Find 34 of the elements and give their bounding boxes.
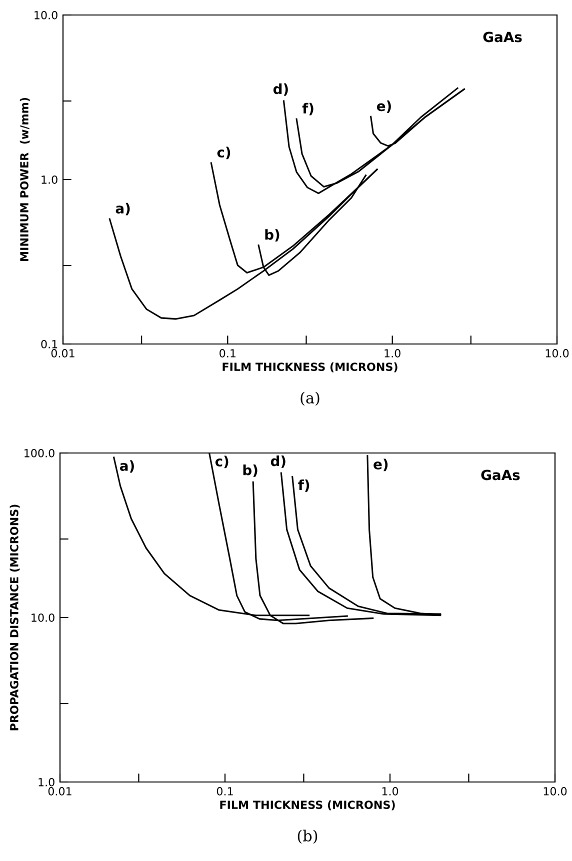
series-label: e)	[376, 100, 391, 113]
x-axis-title: FILM THICKNESS (MICRONS)	[220, 800, 395, 810]
series-label: a)	[116, 202, 130, 216]
x-tick-label: 0.01	[48, 787, 72, 796]
series-label: a)	[120, 460, 134, 473]
y-axis-title: MINIMUM POWER (w/mm)	[20, 98, 30, 261]
series-label: c)	[217, 146, 230, 160]
y-tick-label: 0.1	[41, 340, 58, 348]
series-label: e)	[374, 458, 388, 472]
text: (b)	[298, 830, 318, 844]
y-tick-label: 1.0	[42, 175, 58, 184]
series-label: f)	[302, 102, 314, 116]
x-tick-label: 1.0	[384, 349, 400, 358]
series-label: f)	[298, 479, 310, 492]
x-tick-label: 0.1	[220, 349, 236, 358]
y-tick-label: 10.0	[34, 10, 58, 20]
annotation: GaAs	[483, 32, 522, 42]
x-tick-label: 0.1	[216, 787, 233, 796]
annotation: GaAs	[481, 470, 520, 480]
x-tick-label: 1.0	[382, 787, 398, 796]
x-tick-label: 10.0	[544, 787, 567, 796]
y-tick-label: 10.0	[32, 613, 54, 622]
y-tick-label: 1.0	[38, 778, 54, 786]
x-tick-label: 10.0	[546, 349, 569, 358]
y-tick-label: 100.0	[24, 448, 54, 458]
series-label: d)	[273, 83, 288, 96]
text: (a)	[300, 392, 320, 406]
y-axis-title: PROPAGATION DISTANCE (MICRONS)	[10, 504, 20, 730]
series-label: b)	[243, 464, 258, 477]
series-label: c)	[215, 456, 228, 468]
x-tick-label: 0.01	[51, 349, 74, 358]
series-label: d)	[270, 455, 286, 468]
series-label: b)	[265, 229, 280, 242]
x-axis-title: FILM THICKNESS (MICRONS)	[222, 362, 398, 372]
